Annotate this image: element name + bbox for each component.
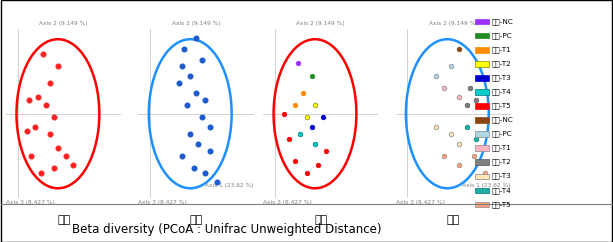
Text: 종료: 종료	[189, 215, 203, 225]
Point	[310, 142, 320, 146]
Point	[205, 125, 215, 129]
Point	[462, 103, 472, 107]
Text: Axis 1 (23.62 %): Axis 1 (23.62 %)	[205, 183, 254, 188]
Text: 개시-PC: 개시-PC	[492, 32, 512, 39]
Text: Beta diversity (PCoA : Unifrac Unweighted Distance): Beta diversity (PCoA : Unifrac Unweighte…	[72, 223, 381, 236]
Point	[306, 75, 316, 78]
Point	[200, 98, 210, 102]
Point	[177, 154, 187, 158]
Text: Axis 2 (9.149 %): Axis 2 (9.149 %)	[39, 21, 88, 26]
Point	[189, 166, 199, 170]
Text: Axis 3 (8.427 %): Axis 3 (8.427 %)	[6, 200, 55, 205]
Point	[36, 171, 45, 175]
Point	[61, 154, 71, 158]
Text: 종료-T5: 종료-T5	[492, 201, 511, 208]
Point	[205, 149, 215, 153]
Point	[284, 137, 294, 141]
Point	[30, 125, 40, 129]
Text: 개시-T3: 개시-T3	[492, 75, 511, 81]
Point	[302, 115, 312, 119]
Text: Axis 1 (23.62 %): Axis 1 (23.62 %)	[462, 183, 511, 188]
Point	[439, 86, 449, 90]
Point	[50, 166, 59, 170]
Point	[481, 171, 490, 175]
Point	[50, 115, 59, 119]
Point	[25, 98, 34, 102]
Point	[185, 75, 195, 78]
Point	[38, 53, 48, 56]
Text: 종료: 종료	[446, 215, 460, 225]
Point	[462, 125, 472, 129]
Text: 개시: 개시	[314, 215, 327, 225]
Point	[454, 95, 463, 99]
Text: 개시-NC: 개시-NC	[492, 18, 514, 25]
Text: Axis 3 (8.427 %): Axis 3 (8.427 %)	[395, 200, 444, 205]
Point	[439, 154, 449, 158]
Point	[200, 171, 210, 175]
Point	[454, 47, 463, 51]
Point	[193, 142, 203, 146]
Point	[191, 36, 201, 39]
Point	[446, 64, 455, 68]
Text: 종료-T1: 종료-T1	[492, 145, 511, 151]
Point	[177, 64, 187, 68]
Text: 개시-T1: 개시-T1	[492, 46, 511, 53]
Point	[302, 171, 312, 175]
Point	[306, 125, 316, 129]
Point	[293, 61, 303, 65]
Point	[26, 154, 36, 158]
Point	[180, 47, 189, 51]
Point	[295, 132, 305, 136]
Point	[68, 163, 78, 166]
Point	[299, 91, 308, 95]
Point	[446, 132, 455, 136]
Text: Axis 2 (9.149 %): Axis 2 (9.149 %)	[296, 21, 345, 26]
Point	[197, 115, 207, 119]
Point	[471, 98, 481, 102]
Point	[197, 58, 207, 61]
Text: 종료-T2: 종료-T2	[492, 159, 511, 166]
Point	[310, 103, 320, 107]
Point	[465, 86, 475, 90]
Point	[191, 91, 201, 95]
Point	[53, 64, 63, 68]
Text: Axis 3 (8.427 %): Axis 3 (8.427 %)	[139, 200, 188, 205]
Point	[212, 180, 222, 183]
Text: 종료-PC: 종료-PC	[492, 131, 512, 137]
Point	[185, 132, 195, 136]
Point	[53, 146, 63, 150]
Text: 종료-T4: 종료-T4	[492, 187, 511, 194]
Text: 개시-T4: 개시-T4	[492, 89, 511, 95]
Point	[291, 159, 300, 163]
Point	[34, 95, 44, 99]
Point	[174, 81, 184, 85]
Point	[454, 142, 463, 146]
Text: 개시-T2: 개시-T2	[492, 60, 511, 67]
Point	[322, 149, 332, 153]
Point	[279, 112, 289, 116]
Text: 종료-NC: 종료-NC	[492, 117, 514, 123]
Point	[313, 163, 323, 166]
Point	[45, 81, 55, 85]
Text: 개시: 개시	[57, 215, 70, 225]
Point	[45, 132, 55, 136]
Point	[291, 103, 300, 107]
Point	[469, 154, 479, 158]
Point	[318, 115, 328, 119]
Text: Axis 3 (8.427 %): Axis 3 (8.427 %)	[263, 200, 312, 205]
Point	[22, 129, 32, 133]
Point	[431, 75, 441, 78]
Point	[42, 103, 51, 107]
Text: Axis 2 (9.149 %): Axis 2 (9.149 %)	[172, 21, 220, 26]
Text: 종료-T3: 종료-T3	[492, 173, 511, 180]
Point	[182, 103, 192, 107]
Point	[454, 163, 463, 166]
Text: 개시-T5: 개시-T5	[492, 103, 511, 109]
Text: Axis 2 (9.149 %): Axis 2 (9.149 %)	[428, 21, 478, 26]
Point	[471, 137, 481, 141]
Point	[431, 125, 441, 129]
